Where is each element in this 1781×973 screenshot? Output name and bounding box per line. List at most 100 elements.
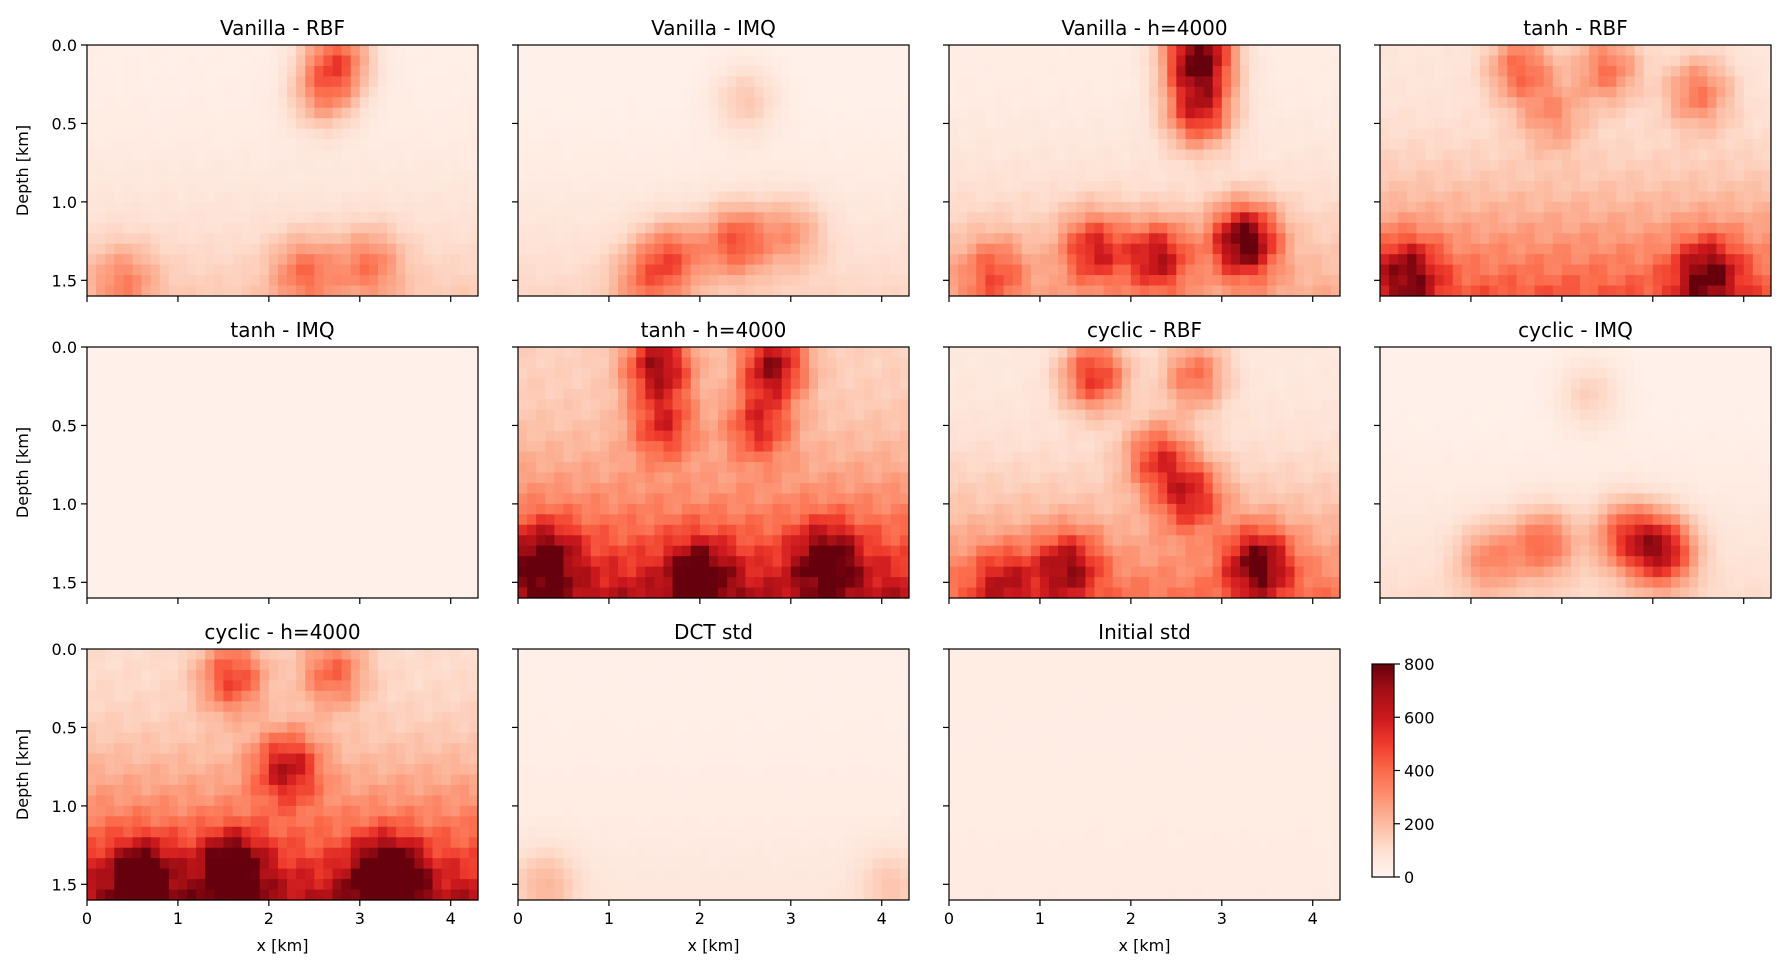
heatmap-cell bbox=[627, 45, 637, 56]
heatmap-cell bbox=[351, 420, 361, 431]
heatmap-cell bbox=[949, 97, 959, 108]
heatmap-cell bbox=[1276, 108, 1286, 119]
heatmap-cell bbox=[242, 420, 252, 431]
heatmap-cell bbox=[369, 420, 379, 431]
heatmap-cell bbox=[251, 87, 261, 98]
heatmap-cell bbox=[836, 108, 846, 119]
heatmap-cell bbox=[1716, 202, 1726, 213]
heatmap-cell bbox=[360, 118, 370, 129]
heatmap-cell bbox=[423, 108, 433, 119]
heatmap-cell bbox=[554, 97, 564, 108]
heatmap-cell bbox=[654, 97, 664, 108]
heatmap-cell bbox=[1580, 45, 1590, 56]
heatmap-cell bbox=[976, 97, 986, 108]
heatmap-cell bbox=[96, 493, 106, 504]
heatmap-cell bbox=[1562, 66, 1572, 77]
heatmap-cell bbox=[423, 150, 433, 161]
heatmap-cell bbox=[1313, 233, 1323, 244]
heatmap-cell bbox=[451, 462, 461, 473]
heatmap-cell bbox=[967, 129, 977, 140]
heatmap-cell bbox=[169, 265, 179, 276]
heatmap-cell bbox=[1040, 244, 1050, 255]
heatmap-cell bbox=[1680, 244, 1690, 255]
heatmap-cell bbox=[405, 504, 415, 515]
heatmap-cell bbox=[305, 97, 315, 108]
heatmap-cell bbox=[1553, 97, 1563, 108]
heatmap-cell bbox=[1195, 97, 1205, 108]
heatmap-cell bbox=[1167, 286, 1177, 297]
heatmap-cell bbox=[287, 139, 297, 150]
heatmap-cell bbox=[187, 514, 197, 525]
heatmap-cell bbox=[1204, 108, 1214, 119]
heatmap-cell bbox=[314, 139, 324, 150]
heatmap-cell bbox=[278, 244, 288, 255]
heatmap-cell bbox=[1389, 118, 1399, 129]
heatmap-cell bbox=[1571, 212, 1581, 223]
heatmap-cell bbox=[782, 212, 792, 223]
heatmap-cell bbox=[949, 76, 959, 87]
heatmap-cell bbox=[314, 87, 324, 98]
heatmap-cell bbox=[351, 150, 361, 161]
heatmap-cell bbox=[1453, 87, 1463, 98]
heatmap-cell bbox=[396, 389, 406, 400]
heatmap-cell bbox=[423, 129, 433, 140]
heatmap-cell bbox=[1040, 233, 1050, 244]
heatmap-cell bbox=[1085, 212, 1095, 223]
heatmap-cell bbox=[1249, 181, 1259, 192]
heatmap-cell bbox=[1222, 212, 1232, 223]
heatmap-cell bbox=[178, 431, 188, 442]
heatmap-cell bbox=[442, 504, 452, 515]
heatmap-cell bbox=[1389, 202, 1399, 213]
heatmap-cell bbox=[369, 202, 379, 213]
heatmap-cell bbox=[1304, 97, 1314, 108]
heatmap-cell bbox=[1744, 129, 1754, 140]
heatmap-cell bbox=[1726, 76, 1736, 87]
heatmap-cell bbox=[791, 150, 801, 161]
heatmap-cell bbox=[1122, 118, 1132, 129]
heatmap-cell bbox=[967, 76, 977, 87]
heatmap-cell bbox=[1067, 129, 1077, 140]
heatmap-cell bbox=[1040, 97, 1050, 108]
heatmap-cell bbox=[232, 286, 242, 297]
heatmap-cell bbox=[160, 431, 170, 442]
heatmap-cell bbox=[958, 97, 968, 108]
heatmap-cell bbox=[1058, 286, 1068, 297]
heatmap-cell bbox=[1462, 212, 1472, 223]
heatmap-cell bbox=[96, 97, 106, 108]
heatmap-cell bbox=[1331, 212, 1341, 223]
heatmap-cell bbox=[251, 223, 261, 234]
heatmap-cell bbox=[1616, 139, 1626, 150]
heatmap-cell bbox=[518, 212, 528, 223]
heatmap-cell bbox=[1607, 160, 1617, 171]
heatmap-cell bbox=[600, 233, 610, 244]
heatmap-cell bbox=[727, 66, 737, 77]
heatmap-cell bbox=[1249, 55, 1259, 66]
heatmap-cell bbox=[269, 452, 279, 463]
heatmap-cell bbox=[1562, 244, 1572, 255]
heatmap-cell bbox=[1416, 45, 1426, 56]
heatmap-cell bbox=[1535, 76, 1545, 87]
heatmap-cell bbox=[160, 202, 170, 213]
heatmap-cell bbox=[1516, 55, 1526, 66]
heatmap-cell bbox=[1653, 254, 1663, 265]
heatmap-cell bbox=[223, 233, 233, 244]
heatmap-cell bbox=[1158, 233, 1168, 244]
heatmap-cell bbox=[1122, 87, 1132, 98]
heatmap-cell bbox=[745, 265, 755, 276]
heatmap-cell bbox=[232, 483, 242, 494]
heatmap-cell bbox=[1662, 212, 1672, 223]
heatmap-cell bbox=[1698, 160, 1708, 171]
heatmap-cell bbox=[1653, 233, 1663, 244]
heatmap-cell bbox=[709, 55, 719, 66]
heatmap-cell bbox=[1304, 150, 1314, 161]
heatmap-cell bbox=[396, 202, 406, 213]
heatmap-cell bbox=[864, 171, 874, 182]
heatmap-cell bbox=[1644, 150, 1654, 161]
heatmap-cell bbox=[360, 202, 370, 213]
heatmap-cell bbox=[196, 389, 206, 400]
heatmap-cell bbox=[378, 97, 388, 108]
heatmap-cell bbox=[1689, 254, 1699, 265]
heatmap-cell bbox=[405, 118, 415, 129]
heatmap-cell bbox=[800, 108, 810, 119]
heatmap-cells bbox=[87, 45, 479, 297]
